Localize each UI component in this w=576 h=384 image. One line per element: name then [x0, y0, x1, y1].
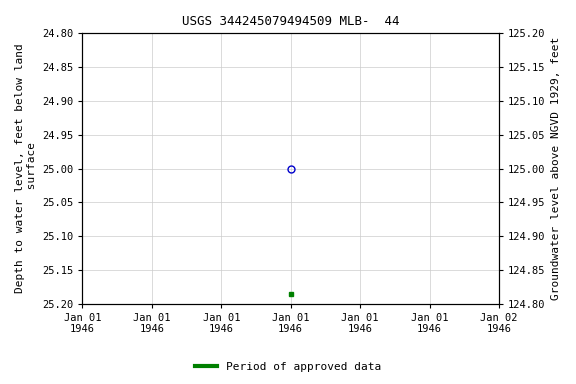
Y-axis label: Depth to water level, feet below land
 surface: Depth to water level, feet below land su…: [15, 44, 37, 293]
Title: USGS 344245079494509 MLB-  44: USGS 344245079494509 MLB- 44: [182, 15, 399, 28]
Y-axis label: Groundwater level above NGVD 1929, feet: Groundwater level above NGVD 1929, feet: [551, 37, 561, 300]
Legend: Period of approved data: Period of approved data: [191, 358, 385, 377]
